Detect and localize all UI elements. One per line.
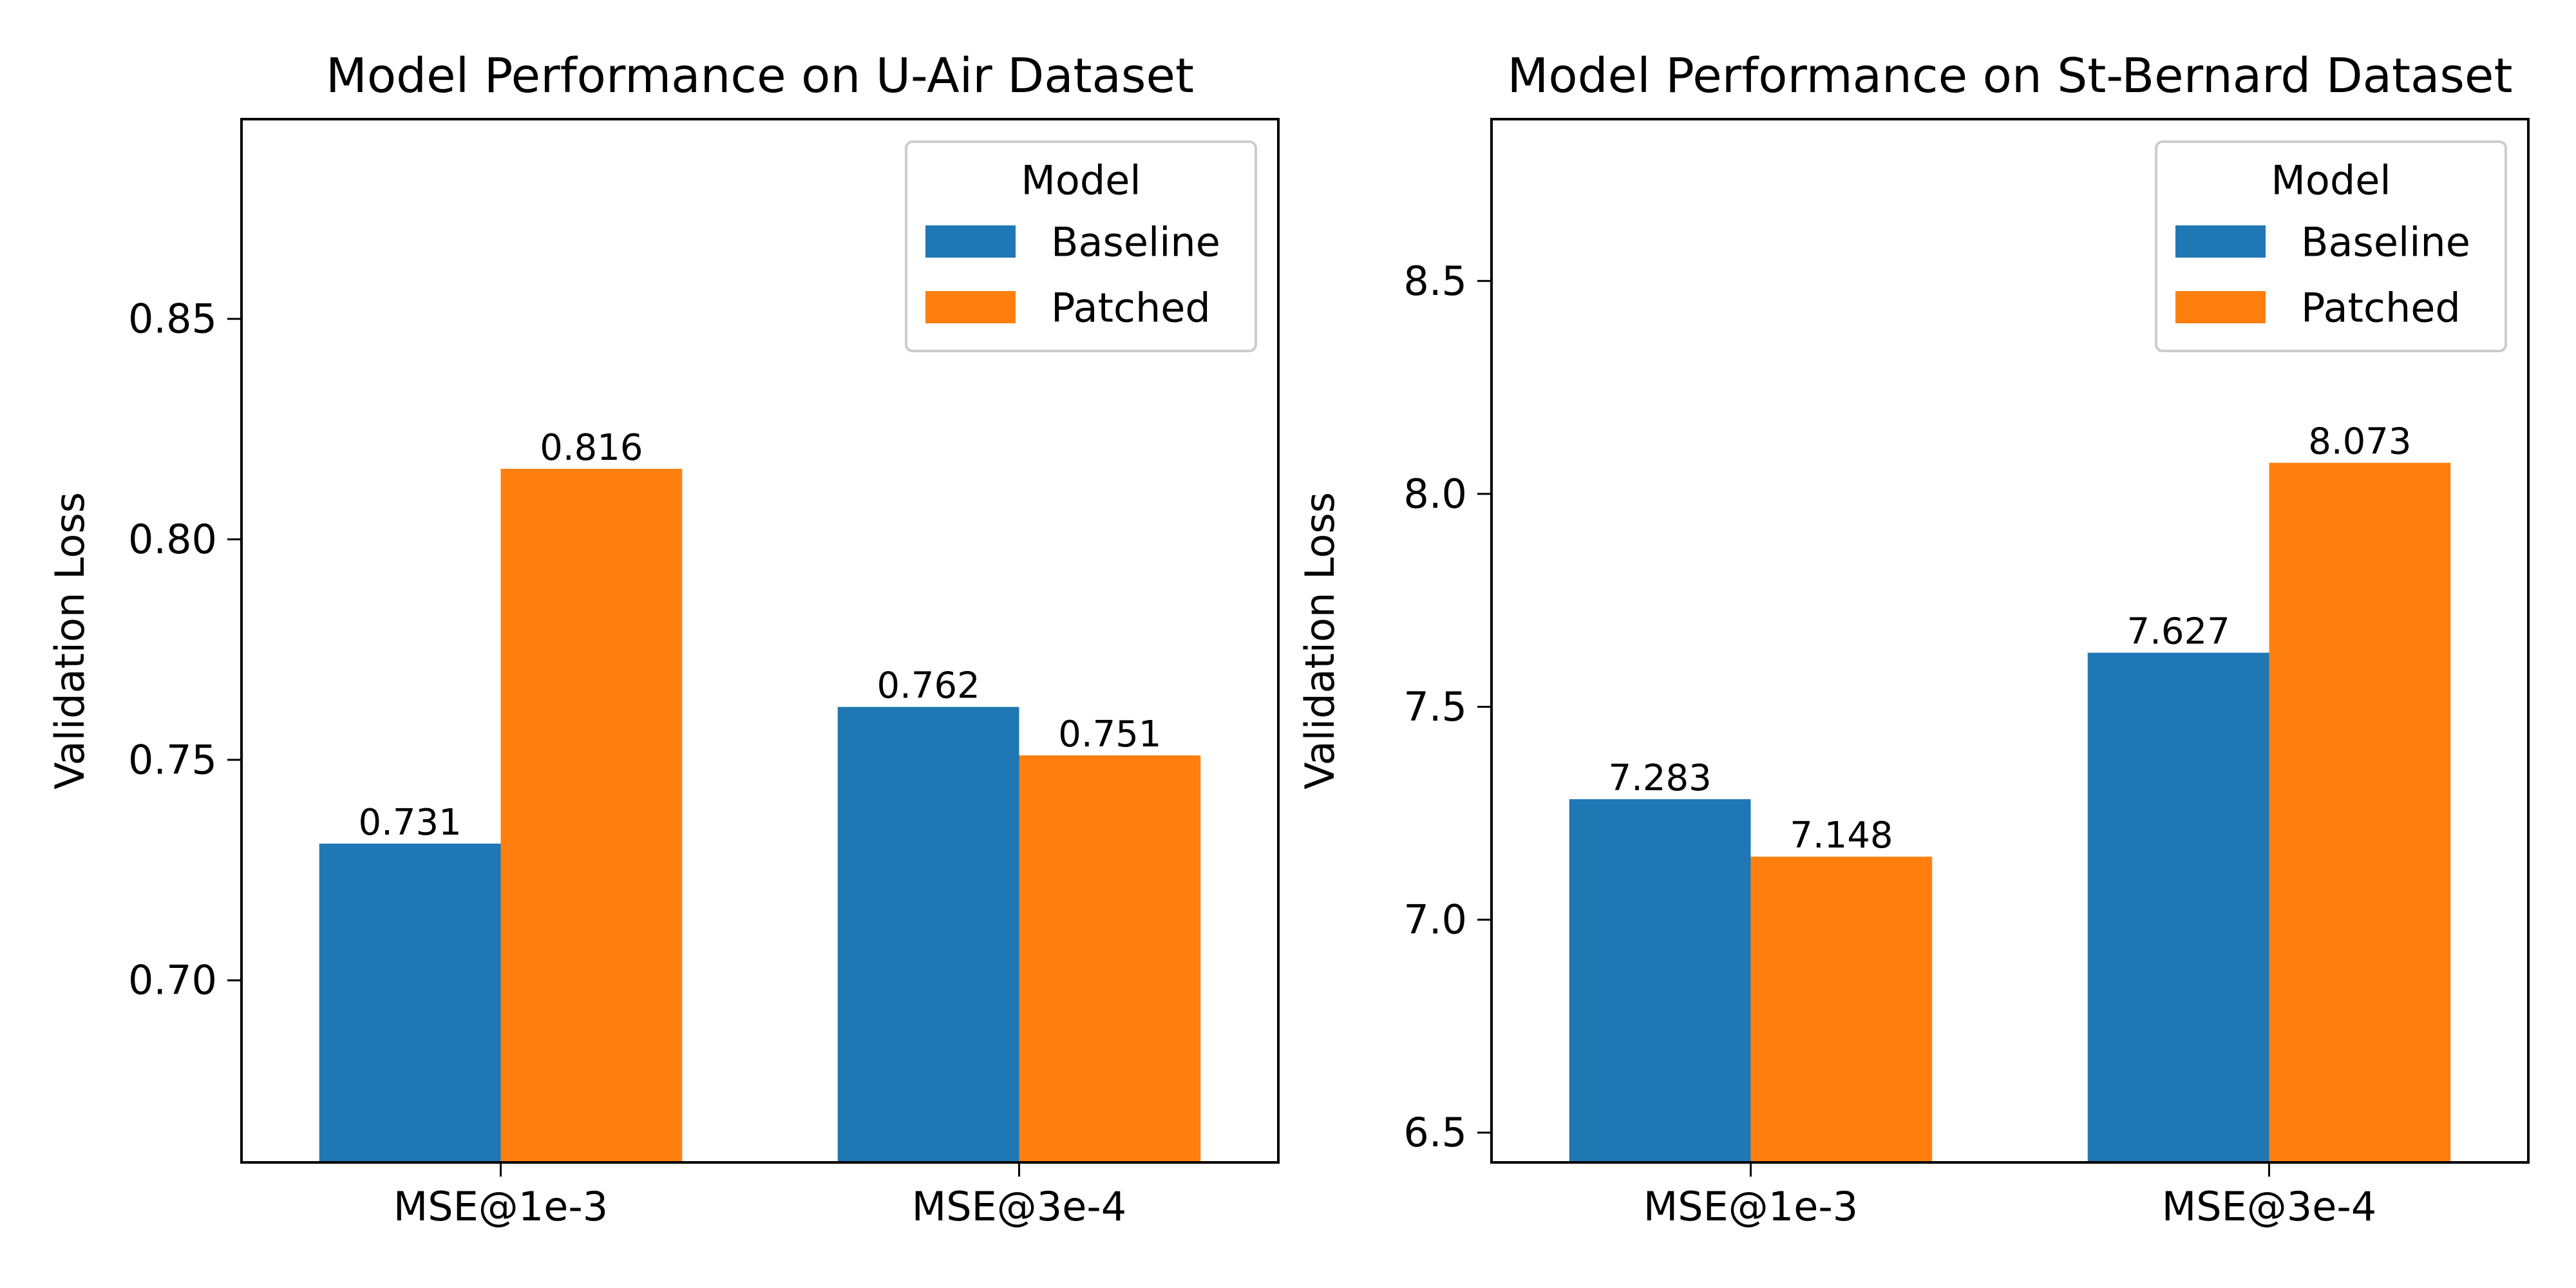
chart-panel-1: Model Performance on U-Air Dataset Valida… [46,48,1280,1230]
y-tick-label: 0.80 [128,516,217,563]
bar-value-label: 0.816 [540,427,643,469]
y-tick-label: 7.5 [1403,683,1467,730]
legend-swatch-baseline [925,225,1016,258]
legend-title: Model [2271,157,2391,204]
legend: Model Baseline Patched [905,140,1257,352]
x-tick-label: MSE@1e-3 [1643,1183,1858,1230]
chart-title: Model Performance on St-Bernard Dataset [1508,48,2513,104]
bar-patched-2 [1019,755,1201,1162]
bar-value-label: 7.148 [1790,815,1893,857]
y-tick-label: 8.0 [1403,470,1467,517]
bar-value-label: 0.731 [358,802,461,844]
bar-value-label: 7.283 [1608,757,1711,799]
chart-title: Model Performance on U-Air Dataset [326,48,1194,104]
bar-value-label: 8.073 [2308,421,2411,463]
y-tick-label: 6.5 [1403,1109,1467,1156]
bar-value-label: 0.762 [876,665,980,707]
y-tick-label: 0.70 [128,957,217,1004]
y-tick-label: 0.85 [128,296,217,343]
bar-value-label: 7.627 [2126,611,2230,653]
legend-label-baseline: Baseline [1051,219,1220,266]
chart-panel-2: Model Performance on St-Bernard Dataset V… [1296,48,2530,1230]
y-tick-label: 0.75 [128,736,217,783]
legend: Model Baseline Patched [2155,140,2507,352]
legend-label-patched: Patched [1051,285,1211,332]
bar-baseline-1 [1569,799,1751,1162]
y-axis-label: Validation Loss [46,492,93,790]
legend-swatch-patched [925,291,1016,323]
y-tick-label: 8.5 [1403,258,1467,305]
x-tick-label: MSE@1e-3 [393,1183,608,1230]
bar-baseline-1 [319,843,501,1162]
bar-patched-1 [500,468,683,1162]
legend-label-patched: Patched [2301,285,2461,332]
plot-frame [240,118,1280,1164]
legend-swatch-baseline [2175,225,2266,258]
bar-value-label: 0.751 [1058,714,1161,755]
bar-baseline-2 [2087,652,2269,1162]
y-axis-label: Validation Loss [1296,492,1343,790]
x-tick-label: MSE@3e-4 [2162,1183,2376,1230]
plot-frame [1490,118,2530,1164]
bar-patched-1 [1750,857,1933,1162]
legend-swatch-patched [2175,291,2266,323]
legend-title: Model [1021,157,1141,204]
x-tick-label: MSE@3e-4 [912,1183,1126,1230]
legend-label-baseline: Baseline [2301,219,2470,266]
bar-patched-2 [2269,462,2451,1162]
bar-baseline-2 [837,706,1019,1162]
y-tick-label: 7.0 [1403,896,1467,943]
